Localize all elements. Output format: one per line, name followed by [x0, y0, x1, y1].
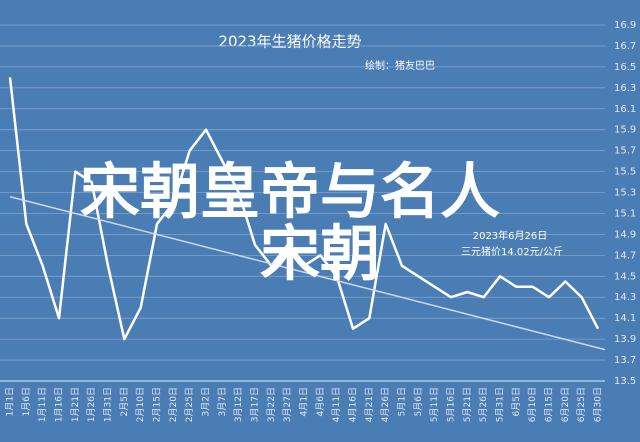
y-tick-label: 14.9 [614, 229, 636, 240]
x-tick-label: 3月2日 [201, 387, 212, 416]
y-tick-label: 13.9 [614, 334, 636, 345]
x-tick-label: 4月11日 [331, 387, 342, 422]
x-tick-label: 2月5日 [119, 387, 130, 416]
x-tick-label: 4月6日 [315, 387, 326, 416]
x-tick-label: 5月6日 [413, 387, 424, 416]
x-tick-label: 5月1日 [397, 387, 408, 416]
x-tick-label: 6月10日 [527, 387, 538, 422]
y-tick-label: 16.3 [614, 83, 636, 94]
x-tick-label: 4月26日 [380, 387, 391, 422]
y-tick-label: 16.7 [614, 41, 636, 52]
x-tick-label: 5月26日 [478, 387, 489, 422]
x-tick-label: 3月27日 [282, 387, 293, 422]
y-tick-label: 14.3 [614, 292, 636, 303]
y-tick-label: 14.1 [614, 313, 636, 324]
x-tick-label: 6月30日 [593, 387, 604, 422]
chart-title: 2023年生猪价格走势 [218, 33, 361, 51]
x-tick-label: 3月7日 [217, 387, 228, 416]
x-tick-label: 2月15日 [152, 387, 163, 422]
y-tick-label: 13.7 [614, 355, 636, 366]
y-tick-label: 16.9 [614, 20, 636, 31]
x-tick-label: 6月25日 [576, 387, 587, 422]
y-tick-label: 16.1 [614, 104, 636, 115]
x-tick-label: 1月6日 [21, 387, 32, 416]
x-tick-label: 1月16日 [54, 387, 65, 422]
x-tick-label: 4月21日 [364, 387, 375, 422]
x-tick-label: 5月21日 [462, 387, 473, 422]
y-tick-label: 15.1 [614, 208, 636, 219]
chart-subtitle: 绘制：猪友巴巴 [365, 59, 435, 72]
overlay-text: 宋朝皇帝与名人 [80, 158, 500, 228]
x-tick-label: 3月17日 [250, 387, 261, 422]
y-tick-label: 15.9 [614, 125, 636, 136]
x-tick-label: 2月20日 [168, 387, 179, 422]
annotation: 2023年6月26日 [473, 229, 548, 242]
y-tick-label: 13.5 [614, 376, 636, 387]
y-tick-label: 14.7 [614, 250, 636, 261]
y-tick-label: 15.3 [614, 188, 636, 199]
x-tick-label: 3月22日 [266, 387, 277, 422]
y-tick-label: 16.5 [614, 62, 636, 73]
x-tick-label: 3月12日 [233, 387, 244, 422]
x-tick-label: 1月21日 [70, 387, 81, 422]
x-tick-label: 5月31日 [495, 387, 506, 422]
x-tick-label: 6月5日 [511, 387, 522, 416]
x-tick-label: 4月16日 [348, 387, 359, 422]
x-tick-label: 5月16日 [446, 387, 457, 422]
x-tick-label: 1月1日 [5, 387, 16, 416]
y-tick-label: 15.5 [614, 167, 636, 178]
x-tick-label: 1月26日 [86, 387, 97, 422]
price-line [8, 77, 600, 341]
annotation: 三元猪价14.02元/公斤 [461, 246, 563, 258]
x-tick-label: 1月31日 [103, 387, 114, 422]
x-tick-label: 1月11日 [37, 387, 48, 422]
trend-line [9, 195, 606, 351]
x-tick-label: 6月15日 [544, 387, 555, 422]
x-tick-label: 2月25日 [184, 387, 195, 422]
x-tick-label: 2月10日 [135, 387, 146, 422]
x-tick-label: 6月20日 [560, 387, 571, 422]
y-tick-label: 15.7 [614, 146, 636, 157]
x-tick-label: 5月11日 [429, 387, 440, 422]
x-tick-label: 4月1日 [299, 387, 310, 416]
y-tick-label: 14.5 [614, 271, 636, 282]
overlay-text: 宋朝 [260, 220, 380, 290]
